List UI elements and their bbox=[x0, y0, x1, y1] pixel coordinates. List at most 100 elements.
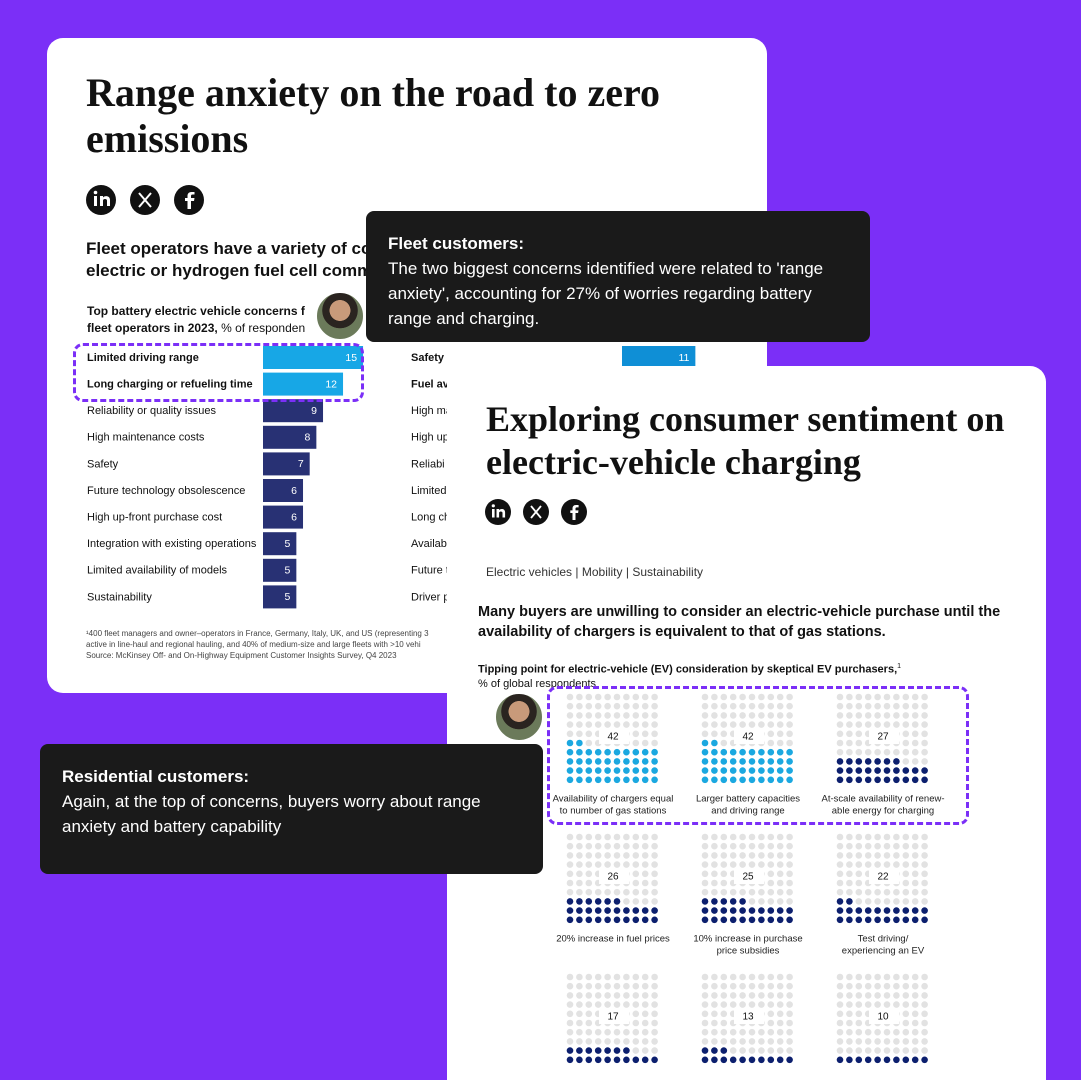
empty-dot bbox=[594, 721, 602, 728]
empty-dot bbox=[864, 1028, 872, 1036]
filled-dots bbox=[566, 898, 658, 924]
filled-dot bbox=[758, 767, 765, 774]
filled-dot bbox=[786, 748, 793, 756]
category-label: able energy for charging bbox=[832, 806, 934, 817]
empty-dot bbox=[893, 1038, 900, 1045]
empty-dot bbox=[641, 1028, 649, 1036]
empty-dot bbox=[604, 712, 611, 719]
empty-dot bbox=[651, 712, 658, 719]
category-label: Safety bbox=[411, 352, 445, 364]
empty-dot bbox=[748, 1047, 756, 1054]
empty-dot bbox=[739, 861, 746, 868]
empty-dot bbox=[855, 1010, 863, 1018]
empty-dot bbox=[883, 693, 891, 701]
empty-dot bbox=[893, 888, 900, 896]
empty-dot bbox=[739, 973, 746, 981]
category-label: High ma bbox=[411, 405, 453, 417]
callout-heading: Residential customers: bbox=[62, 767, 250, 786]
empty-dot bbox=[720, 973, 728, 981]
empty-dot bbox=[739, 992, 746, 999]
empty-dot bbox=[641, 730, 649, 738]
empty-dot bbox=[632, 879, 640, 887]
empty-dot bbox=[893, 973, 900, 981]
filled-dot bbox=[758, 748, 765, 756]
filled-dot bbox=[604, 767, 611, 774]
empty-dot bbox=[921, 693, 928, 701]
value-label: 25 bbox=[742, 872, 754, 883]
empty-dot bbox=[836, 739, 844, 747]
empty-dot bbox=[846, 852, 853, 859]
filled-dot bbox=[604, 916, 611, 924]
empty-dot bbox=[729, 861, 737, 868]
filled-dot bbox=[767, 776, 775, 784]
empty-dot bbox=[776, 852, 784, 859]
empty-dot bbox=[758, 721, 765, 728]
empty-dot bbox=[836, 870, 844, 878]
empty-dot bbox=[758, 861, 765, 868]
empty-dot bbox=[855, 1001, 863, 1008]
filled-dot bbox=[748, 767, 756, 774]
empty-dot bbox=[836, 1028, 844, 1036]
filled-dot bbox=[864, 1056, 872, 1064]
empty-dot bbox=[576, 712, 583, 719]
empty-dot bbox=[902, 712, 910, 719]
empty-dot bbox=[893, 992, 900, 999]
empty-dot bbox=[846, 879, 853, 887]
empty-dot bbox=[855, 739, 863, 747]
empty-dot bbox=[641, 693, 649, 701]
empty-dot bbox=[729, 973, 737, 981]
empty-dot bbox=[576, 870, 583, 878]
filled-dot bbox=[651, 916, 658, 924]
empty-dot bbox=[911, 1010, 919, 1018]
filled-dot bbox=[729, 758, 737, 765]
empty-dot bbox=[846, 1010, 853, 1018]
empty-dot bbox=[566, 833, 574, 841]
empty-dot bbox=[902, 833, 910, 841]
empty-dot bbox=[758, 712, 765, 719]
filled-dot bbox=[720, 907, 728, 914]
empty-dot bbox=[623, 1001, 630, 1008]
category-label: Test driving/ bbox=[858, 934, 909, 945]
filled-dot bbox=[641, 916, 649, 924]
empty-dot bbox=[786, 852, 793, 859]
empty-dot bbox=[632, 702, 640, 710]
empty-dot bbox=[786, 898, 793, 905]
footnote-line: active in line-haul and regional hauling… bbox=[86, 640, 421, 649]
filled-dot bbox=[846, 767, 853, 774]
empty-dot bbox=[883, 888, 891, 896]
empty-dot bbox=[576, 1001, 583, 1008]
empty-dot bbox=[883, 712, 891, 719]
filled-dot bbox=[776, 758, 784, 765]
empty-dot bbox=[767, 702, 775, 710]
empty-dot bbox=[641, 739, 649, 747]
empty-dot bbox=[585, 693, 593, 701]
empty-dot bbox=[893, 1028, 900, 1036]
empty-dot bbox=[776, 1001, 784, 1008]
empty-dot bbox=[613, 1028, 621, 1036]
filled-dot bbox=[739, 1056, 746, 1064]
empty-dot bbox=[585, 861, 593, 868]
filled-dot bbox=[604, 1047, 611, 1054]
category-label: Integration with existing operations bbox=[87, 538, 257, 550]
empty-dot bbox=[911, 739, 919, 747]
filled-dot bbox=[641, 1056, 649, 1064]
empty-dot bbox=[651, 870, 658, 878]
empty-dot bbox=[604, 842, 611, 850]
filled-dots bbox=[836, 898, 928, 924]
empty-dot bbox=[604, 693, 611, 701]
empty-dot bbox=[874, 852, 881, 859]
empty-dot bbox=[613, 992, 621, 999]
value-label: 7 bbox=[298, 458, 304, 470]
empty-dot bbox=[641, 1010, 649, 1018]
empty-dot bbox=[921, 1001, 928, 1008]
filled-dot bbox=[846, 758, 853, 765]
empty-dot bbox=[720, 702, 728, 710]
value-label: 5 bbox=[285, 565, 291, 577]
empty-dot bbox=[613, 721, 621, 728]
filled-dot bbox=[585, 776, 593, 784]
empty-dot bbox=[911, 1028, 919, 1036]
empty-dot bbox=[836, 721, 844, 728]
filled-dot bbox=[701, 1056, 709, 1064]
bar bbox=[263, 479, 304, 502]
